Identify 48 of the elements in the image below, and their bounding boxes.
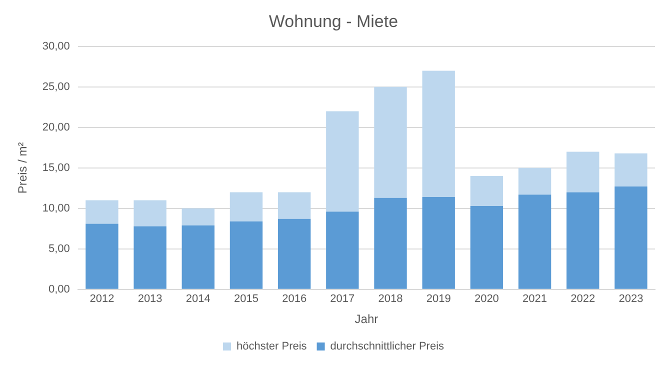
bar <box>134 200 166 226</box>
bar <box>182 225 214 289</box>
legend-label: höchster Preis <box>236 340 308 353</box>
x-tick-label: 2013 <box>138 293 162 306</box>
bar <box>278 192 311 219</box>
x-tick-label: 2016 <box>282 293 307 306</box>
bar <box>422 197 455 289</box>
x-tick-label: 2020 <box>474 293 499 306</box>
bar <box>326 111 359 212</box>
y-tick-label: 20,00 <box>42 121 70 134</box>
bar <box>518 168 552 195</box>
bar <box>230 192 263 222</box>
bar <box>470 176 504 206</box>
y-tick-label: 25,00 <box>42 80 70 93</box>
x-tick-label: 2021 <box>522 293 548 306</box>
bar <box>614 186 648 289</box>
bar <box>614 153 648 187</box>
y-axis-title: Preis / m² <box>16 142 30 194</box>
bar <box>518 194 552 289</box>
bar <box>326 212 359 289</box>
x-tick-label: 2023 <box>618 293 644 306</box>
bar <box>86 200 118 224</box>
y-tick-label: 10,00 <box>42 202 70 214</box>
chart-title: Wohnung - Miete <box>268 12 398 31</box>
bar <box>134 226 166 289</box>
bar <box>86 224 118 289</box>
x-tick-label: 2012 <box>90 293 114 306</box>
bar <box>566 152 600 192</box>
x-tick-label: 2017 <box>330 293 355 306</box>
x-tick-label: 2019 <box>426 293 451 306</box>
bar <box>470 206 504 289</box>
x-tick-label: 2014 <box>186 293 210 306</box>
bar <box>374 86 407 198</box>
bar <box>182 208 214 226</box>
x-axis-title: Jahr <box>354 312 378 326</box>
y-tick-label: 30,00 <box>42 40 70 52</box>
bar <box>566 192 600 289</box>
bar <box>374 198 407 289</box>
x-tick-label: 2015 <box>234 293 258 306</box>
bar <box>230 221 263 289</box>
bar <box>422 70 455 198</box>
y-tick-label: 15,00 <box>42 162 70 174</box>
y-tick-label: 5,00 <box>48 242 70 255</box>
bar <box>278 218 311 289</box>
y-tick-label: 0,00 <box>48 283 70 296</box>
x-tick-label: 2022 <box>570 293 596 306</box>
x-tick-label: 2018 <box>378 293 403 306</box>
legend-label: durchschnittlicher Preis <box>330 340 445 353</box>
